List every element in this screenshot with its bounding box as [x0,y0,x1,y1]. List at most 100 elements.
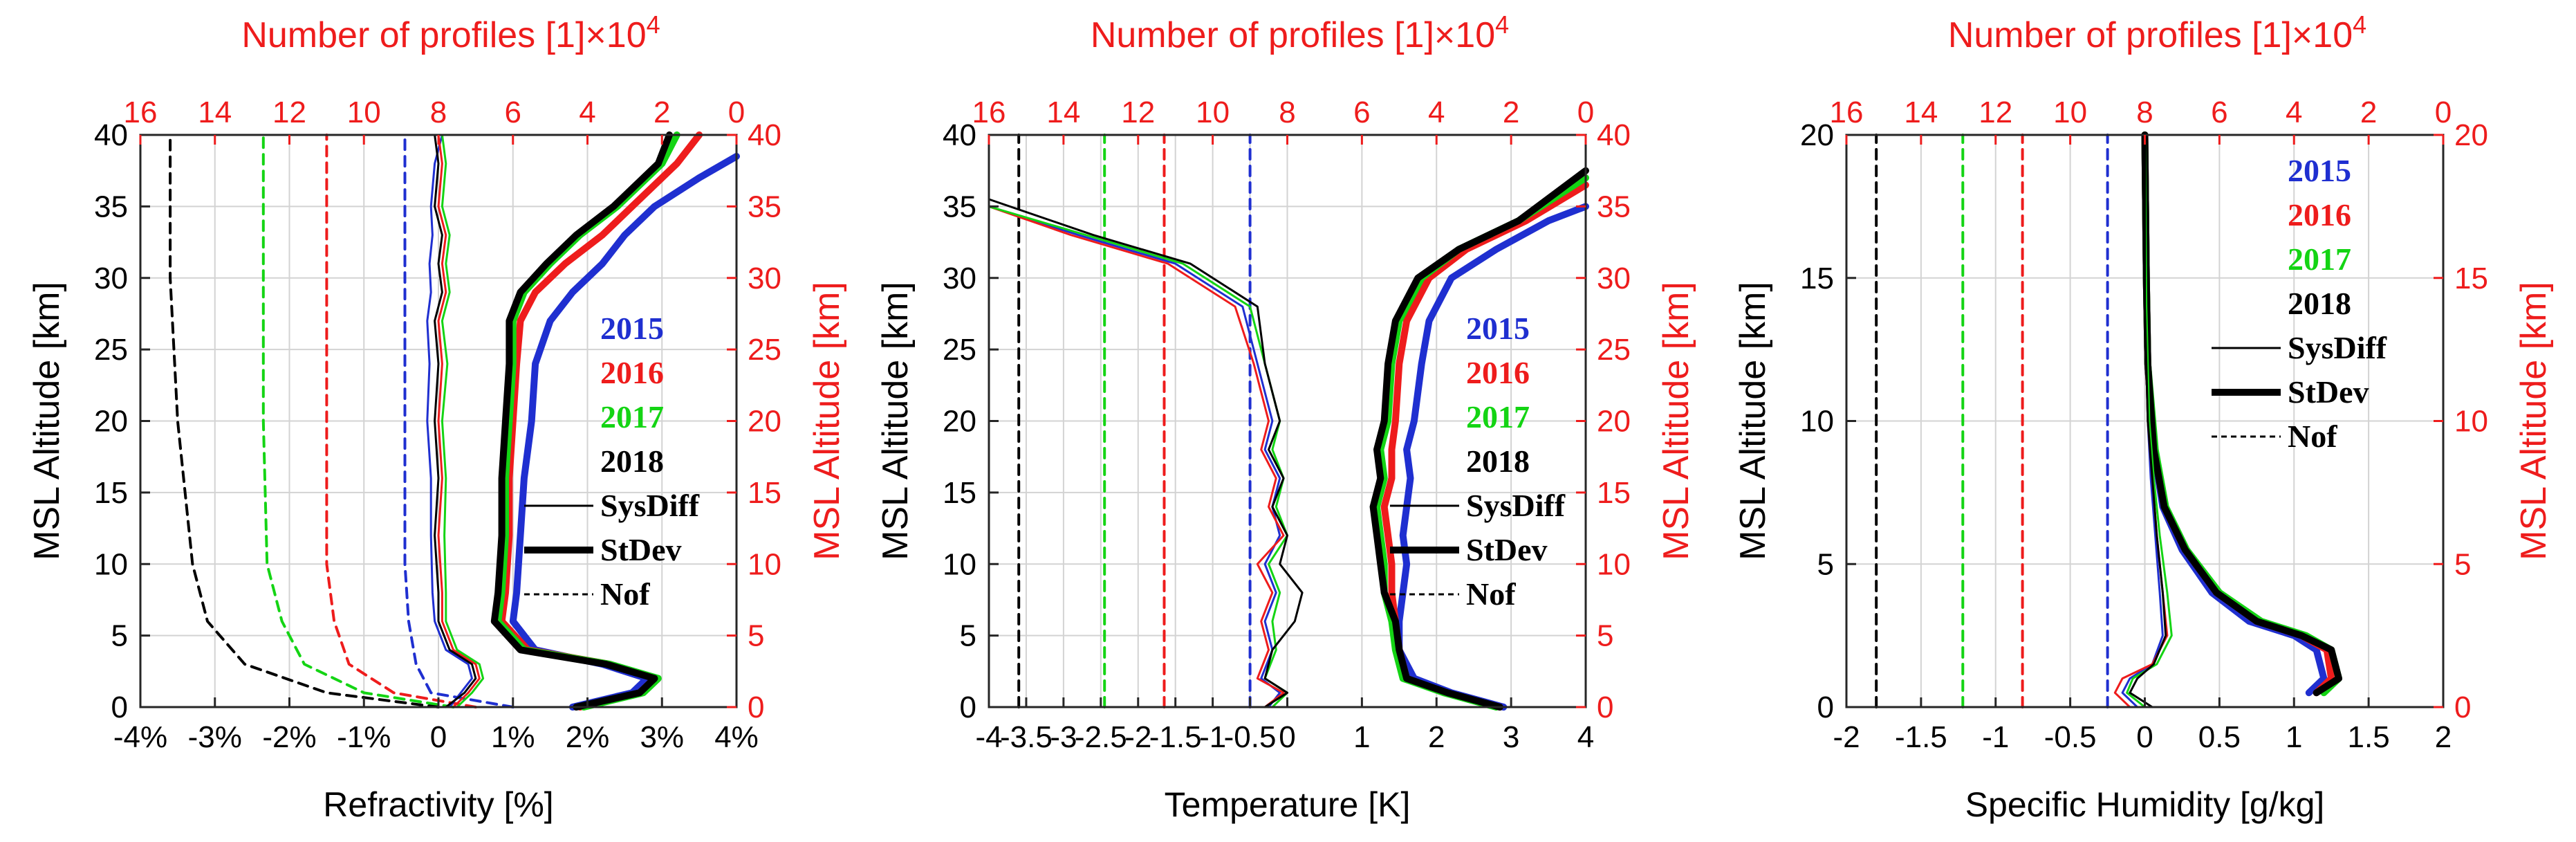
legend-style-label: Nof [600,576,650,612]
top-axis-ticks: 16 14 12 10 8 6 4 2 0 [1830,95,2452,145]
right-tick-label: 15 [2454,262,2488,295]
top-tick-label: 4 [2286,95,2302,129]
top-tick-label: 2 [2360,95,2377,129]
x-tick-label: 0.5 [2198,720,2241,754]
top-tick-label: 10 [1196,95,1230,129]
legend-style-label: StDev [600,532,682,567]
legend-style-label: StDev [2288,374,2369,410]
legend-entry-year: 2018 [2288,286,2351,321]
series-2017-nof [261,134,455,708]
right-tick-label: 5 [2454,547,2471,581]
x-axis-ticks: -4% -3% -2% -1% 0 1% 2% 3% 4% [113,697,759,754]
top-axis-title: Number of profiles [1]×104 [241,10,660,55]
chart-panel-1: -4% -3% -2% -1% 0 1% 2% 3% 4%0510152025303540051… [27,10,847,824]
top-tick-label: 10 [2053,95,2087,129]
y-tick-label: 40 [943,118,976,152]
y-tick-label: 25 [94,333,128,367]
top-tick-label: 4 [1428,95,1445,129]
right-tick-label: 40 [748,118,781,152]
right-tick-label: 30 [748,262,781,295]
right-tick-label: 30 [1597,262,1631,295]
x-tick-label: 1.5 [2348,720,2390,754]
x-tick-label: -4 [975,720,1002,754]
top-tick-label: 6 [2211,95,2227,129]
series-group [988,134,1589,711]
x-tick-label: 1 [2286,720,2302,754]
right-tick-label: 35 [748,190,781,223]
x-tick-label: -1.5 [1895,720,1947,754]
x-tick-label: -1 [1982,720,2009,754]
top-tick-label: 0 [2435,95,2452,129]
right-tick-label: 0 [1597,690,1613,724]
right-tick-label: 25 [748,333,781,367]
top-axis-ticks: 16 14 12 10 8 6 4 2 0 [972,95,1594,145]
top-axis-title-exponent: 4 [1495,10,1509,39]
series-2015-sysdiff [988,205,1281,708]
legend-style-label: SysDiff [600,488,700,523]
y-tick-label: 20 [943,405,976,439]
top-tick-label: 16 [972,95,1006,129]
y-tick-label: 0 [1817,690,1834,724]
top-axis-title-text: Number of profiles [1]×10 [1091,15,1495,55]
right-tick-label: 25 [1597,333,1631,367]
right-tick-label: 20 [748,405,781,439]
top-axis-title-exponent: 4 [2353,10,2366,39]
legend-entry-year: 2016 [600,355,664,390]
top-tick-label: 12 [1979,95,2012,129]
right-tick-label: 10 [1597,547,1631,581]
top-tick-label: 14 [1904,95,1938,129]
top-tick-label: 8 [1279,95,1295,129]
y-axis-ticks: 0 5 10 15 20 25 30 35 40 [94,118,150,724]
right-tick-label: 0 [2454,690,2471,724]
series-2018-sysdiff [988,198,1304,708]
legend-entry-year: 2017 [1466,399,1530,434]
series-2016-sysdiff [437,134,481,708]
x-axis-title: Specific Humidity [g/kg] [1965,785,2325,824]
x-tick-label: 2% [566,720,610,754]
y-tick-label: 5 [1817,547,1834,581]
x-tick-label: -0.5 [2044,720,2097,754]
y-tick-label: 15 [943,476,976,510]
right-axis-ticks: 0 5 10 15 20 [2434,118,2488,724]
series-2016-nof [325,134,477,708]
x-tick-label: -3.5 [1000,720,1053,754]
y-tick-label: 35 [943,190,976,223]
right-tick-label: 40 [1597,118,1631,152]
legend-entry-year: 2016 [1466,355,1530,390]
x-tick-label: 4% [714,720,759,754]
x-tick-label: 1 [1353,720,1370,754]
x-tick-label: -2% [262,720,316,754]
legend: 2015 2016 2017 2018 SysDiff StDev Nof [524,311,700,612]
right-axis-title: MSL Altitude [km] [1656,282,1696,560]
x-tick-label: 4 [1577,720,1594,754]
legend-style-label: SysDiff [1466,488,1566,523]
x-axis-ticks: -4-3.5-3-2.5-2-1.5-1-0.5 0 1 2 3 4 [975,697,1594,754]
right-tick-label: 10 [2454,405,2488,439]
top-tick-label: 16 [124,95,158,129]
y-tick-label: 20 [1800,118,1834,152]
series-2018-stdev [1369,167,1589,711]
top-axis-title-text: Number of profiles [1]×10 [241,15,646,55]
chart-panel-2: -4-3.5-3-2.5-2-1.5-1-0.5 0 1 2 3 405101520253… [875,10,1696,824]
legend-entry-year: 2015 [1466,311,1530,346]
right-tick-label: 20 [2454,118,2488,152]
top-tick-label: 14 [198,95,232,129]
y-tick-label: 30 [943,262,976,295]
x-axis-title: Refractivity [%] [323,785,553,824]
x-tick-label: -2 [1124,720,1151,754]
legend-entry-year: 2018 [600,443,664,479]
x-tick-label: -4% [113,720,167,754]
x-tick-label: -3% [188,720,242,754]
top-tick-label: 10 [347,95,381,129]
y-tick-label: 5 [960,619,976,653]
series-2017-sysdiff [988,205,1288,708]
legend-style-label: SysDiff [2288,330,2387,365]
top-tick-label: 2 [654,95,670,129]
y-tick-label: 0 [111,690,128,724]
x-tick-label: -2.5 [1075,720,1127,754]
x-tick-label: -3 [1050,720,1077,754]
legend-entry-year: 2016 [2288,197,2351,232]
y-axis-title: MSL Altitude [km] [1733,282,1773,560]
right-tick-label: 35 [1597,190,1631,223]
